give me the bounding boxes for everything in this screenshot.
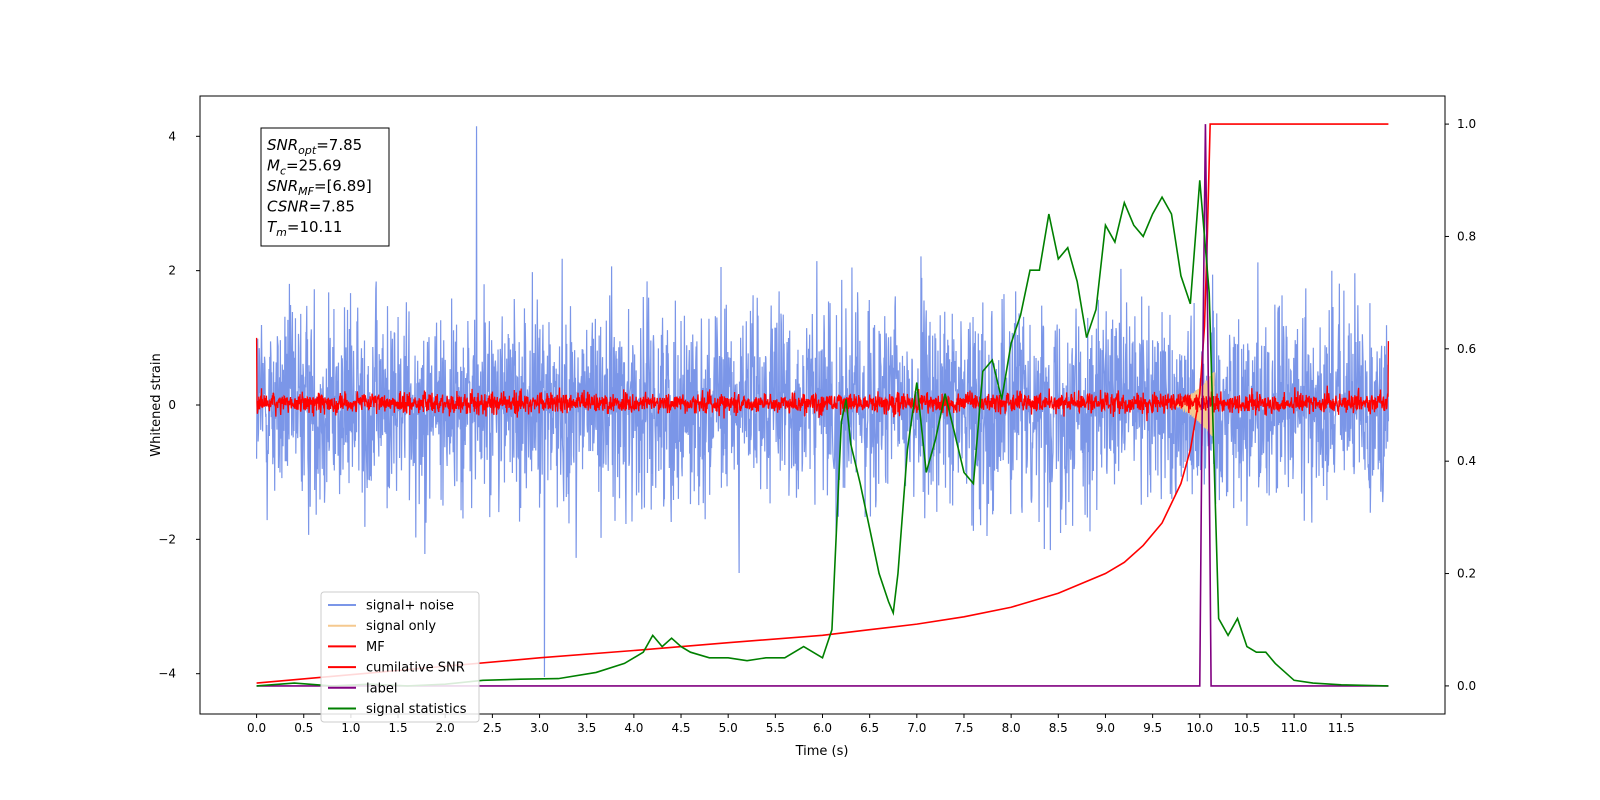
x-tick-label: 9.0 bbox=[1096, 721, 1115, 735]
series-signal-statistics bbox=[256, 180, 1389, 687]
legend-entry: signal only bbox=[366, 619, 436, 634]
x-tick-label: 0.0 bbox=[247, 721, 266, 735]
y-axis-label: Whitened strain bbox=[149, 353, 164, 456]
x-tick-label: 5.5 bbox=[766, 721, 785, 735]
series-mf bbox=[255, 337, 1390, 422]
y-tick-label: 4 bbox=[168, 129, 176, 143]
series-layer bbox=[255, 123, 1390, 687]
stats-box-frame bbox=[260, 127, 390, 247]
series-label bbox=[256, 124, 1389, 687]
x-tick-label: 2.5 bbox=[483, 721, 502, 735]
x-axis-label: Time (s) bbox=[795, 744, 849, 759]
x-tick-label: 3.0 bbox=[530, 721, 549, 735]
x-tick-label: 7.5 bbox=[954, 721, 973, 735]
y-tick-label: −4 bbox=[158, 667, 176, 681]
x-tick-label: 3.5 bbox=[577, 721, 596, 735]
legend-entry: signal+ noise bbox=[366, 599, 454, 614]
x-tick-label: 1.5 bbox=[389, 721, 408, 735]
x-tick-label: 6.0 bbox=[813, 721, 832, 735]
stats-line: Tm=10.11 bbox=[267, 218, 342, 239]
x-tick-label: 8.0 bbox=[1002, 721, 1021, 735]
stats-box: SNRopt=7.85Mc=25.69SNRMF=[6.89]CSNR=7.85… bbox=[260, 127, 390, 247]
legend: signal+ noise signal only MF cumilative SNR… bbox=[320, 591, 480, 723]
x-tick-label: 9.5 bbox=[1143, 721, 1162, 735]
y2-tick-label: 0.0 bbox=[1457, 679, 1476, 693]
stats-line: CSNR=7.85 bbox=[267, 198, 355, 216]
legend-frame bbox=[320, 591, 480, 723]
legend-entry: cumilative SNR bbox=[366, 661, 465, 676]
x-tick-label: 5.0 bbox=[719, 721, 738, 735]
x-tick-label: 11.0 bbox=[1281, 721, 1308, 735]
stats-line: SNRMF=[6.89] bbox=[267, 177, 372, 198]
x-tick-label: 4.5 bbox=[671, 721, 690, 735]
series-signal-only bbox=[1171, 372, 1215, 438]
legend-entry: MF bbox=[366, 640, 385, 655]
axes-layer: 0.0 0.5 1.0 1.5 2.0 2.5 3.0 3.5 4.0 4.5 5.0 5.5 6.0 6… bbox=[158, 117, 1476, 735]
x-tick-label: 11.5 bbox=[1328, 721, 1355, 735]
x-tick-label: 4.0 bbox=[624, 721, 643, 735]
series-cumulative-snr bbox=[256, 123, 1389, 684]
y2-tick-label: 0.6 bbox=[1457, 342, 1476, 356]
y2-tick-label: 0.4 bbox=[1457, 454, 1476, 468]
y-tick-label: 2 bbox=[168, 264, 176, 278]
legend-entry: label bbox=[366, 681, 397, 696]
x-tick-label: 1.0 bbox=[341, 721, 360, 735]
stats-line: Mc=25.69 bbox=[267, 157, 342, 178]
x-tick-label: 10.5 bbox=[1234, 721, 1261, 735]
x-tick-label: 2.0 bbox=[436, 721, 455, 735]
legend-entry: signal statistics bbox=[366, 702, 467, 717]
y2-tick-label: 0.8 bbox=[1457, 229, 1476, 243]
y-tick-label: −2 bbox=[158, 532, 176, 546]
y-tick-label: 0 bbox=[168, 398, 176, 412]
stats-line: SNRopt=7.85 bbox=[267, 136, 362, 157]
x-tick-label: 8.5 bbox=[1049, 721, 1068, 735]
x-tick-label: 0.5 bbox=[294, 721, 313, 735]
x-tick-label: 10.0 bbox=[1186, 721, 1213, 735]
x-tick-label: 7.0 bbox=[907, 721, 926, 735]
y2-tick-label: 1.0 bbox=[1457, 117, 1476, 131]
y2-tick-label: 0.2 bbox=[1457, 567, 1476, 581]
x-tick-label: 6.5 bbox=[860, 721, 879, 735]
